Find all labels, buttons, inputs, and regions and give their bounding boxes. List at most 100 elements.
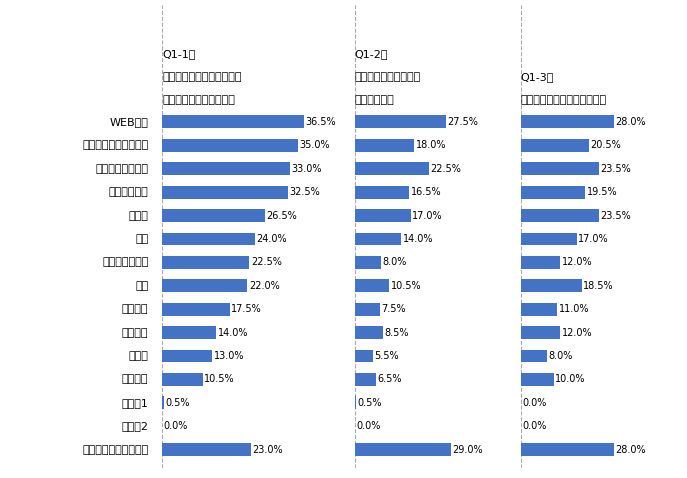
Text: その他2: その他2 (122, 421, 148, 431)
Text: 8.5%: 8.5% (384, 327, 409, 337)
Bar (162, 209, 264, 222)
Bar (162, 232, 255, 245)
Text: テレビ: テレビ (128, 210, 148, 220)
Text: 28.0%: 28.0% (615, 445, 646, 455)
Bar (162, 443, 251, 456)
Text: 18.0%: 18.0% (416, 140, 447, 150)
Bar (354, 232, 401, 245)
Text: 23.5%: 23.5% (600, 210, 631, 220)
Bar (521, 185, 585, 198)
Text: その他1: その他1 (122, 398, 148, 408)
Text: 製品カタログ: 製品カタログ (109, 187, 148, 197)
Text: 10.0%: 10.0% (555, 374, 585, 384)
Text: 8.0%: 8.0% (548, 351, 573, 361)
Text: 0.0%: 0.0% (356, 421, 381, 431)
Text: 23.5%: 23.5% (600, 163, 631, 174)
Text: 10.5%: 10.5% (391, 281, 421, 291)
Text: 新聞: 新聞 (135, 234, 148, 244)
Text: 22.0%: 22.0% (249, 281, 280, 291)
Bar (162, 326, 216, 339)
Bar (354, 279, 390, 292)
Bar (162, 396, 164, 409)
Text: 実施したことのある施策: 実施したことのある施策 (162, 96, 235, 106)
Text: 会社案内パンフレット: 会社案内パンフレット (82, 140, 148, 150)
Bar (354, 349, 373, 362)
Bar (521, 443, 613, 456)
Text: 19.5%: 19.5% (587, 187, 618, 197)
Text: 0.0%: 0.0% (522, 421, 546, 431)
Bar (354, 373, 376, 386)
Text: 0.0%: 0.0% (522, 398, 546, 408)
Text: 22.5%: 22.5% (431, 163, 462, 174)
Bar (162, 139, 297, 152)
Text: 良かった施策: 良かった施策 (354, 96, 394, 106)
Bar (354, 139, 414, 152)
Text: Q1-1：: Q1-1： (162, 49, 195, 59)
Bar (521, 349, 547, 362)
Bar (521, 232, 577, 245)
Text: Q1-2：: Q1-2： (354, 49, 388, 59)
Bar (521, 209, 598, 222)
Text: 36.5%: 36.5% (305, 117, 336, 127)
Text: 11.0%: 11.0% (559, 304, 589, 314)
Bar (354, 115, 446, 128)
Bar (521, 279, 582, 292)
Text: 展示会・セミナー: 展示会・セミナー (95, 163, 148, 174)
Text: 26.5%: 26.5% (267, 210, 297, 220)
Bar (162, 303, 230, 315)
Bar (521, 115, 613, 128)
Bar (162, 349, 212, 362)
Bar (354, 256, 381, 269)
Text: 動画制作: 動画制作 (122, 304, 148, 314)
Text: 14.0%: 14.0% (403, 234, 433, 244)
Bar (354, 396, 357, 409)
Text: WEB広告: WEB広告 (110, 117, 148, 127)
Bar (521, 139, 589, 152)
Text: 雑誌: 雑誌 (135, 281, 148, 291)
Text: 13.0%: 13.0% (214, 351, 245, 361)
Text: 14.0%: 14.0% (218, 327, 248, 337)
Text: 7.5%: 7.5% (381, 304, 405, 314)
Bar (162, 256, 249, 269)
Text: 29.0%: 29.0% (452, 445, 483, 455)
Bar (354, 209, 411, 222)
Text: 5.5%: 5.5% (374, 351, 399, 361)
Text: 0.5%: 0.5% (166, 398, 190, 408)
Bar (162, 279, 247, 292)
Text: 17.5%: 17.5% (232, 304, 262, 314)
Text: 28.0%: 28.0% (615, 117, 646, 127)
Text: 12.0%: 12.0% (562, 257, 592, 267)
Bar (521, 256, 561, 269)
Text: 10.5%: 10.5% (204, 374, 235, 384)
Text: 22.5%: 22.5% (251, 257, 282, 267)
Text: 12.0%: 12.0% (562, 327, 592, 337)
Text: 0.0%: 0.0% (164, 421, 188, 431)
Bar (162, 115, 304, 128)
Text: 実施した中で、効果が: 実施した中で、効果が (354, 72, 421, 82)
Text: 23.0%: 23.0% (253, 445, 283, 455)
Text: Q1-3：: Q1-3： (521, 72, 554, 82)
Text: 交通広告: 交通広告 (122, 374, 148, 384)
Bar (354, 303, 379, 315)
Bar (354, 185, 409, 198)
Text: 屋外広告: 屋外広告 (122, 327, 148, 337)
Bar (162, 185, 288, 198)
Text: 17.0%: 17.0% (412, 210, 443, 220)
Text: 8.0%: 8.0% (383, 257, 407, 267)
Text: 27.5%: 27.5% (447, 117, 478, 127)
Bar (354, 326, 383, 339)
Text: 33.0%: 33.0% (291, 163, 322, 174)
Text: あてはまるものはない: あてはまるものはない (82, 445, 148, 455)
Bar (521, 162, 598, 175)
Text: 20.5%: 20.5% (590, 140, 621, 150)
Bar (521, 326, 561, 339)
Text: 18.5%: 18.5% (583, 281, 614, 291)
Bar (162, 162, 290, 175)
Text: 32.5%: 32.5% (290, 187, 320, 197)
Text: 35.0%: 35.0% (300, 140, 330, 150)
Text: 6.5%: 6.5% (378, 374, 402, 384)
Bar (162, 373, 203, 386)
Text: ラジオ: ラジオ (128, 351, 148, 361)
Bar (521, 303, 557, 315)
Bar (521, 373, 554, 386)
